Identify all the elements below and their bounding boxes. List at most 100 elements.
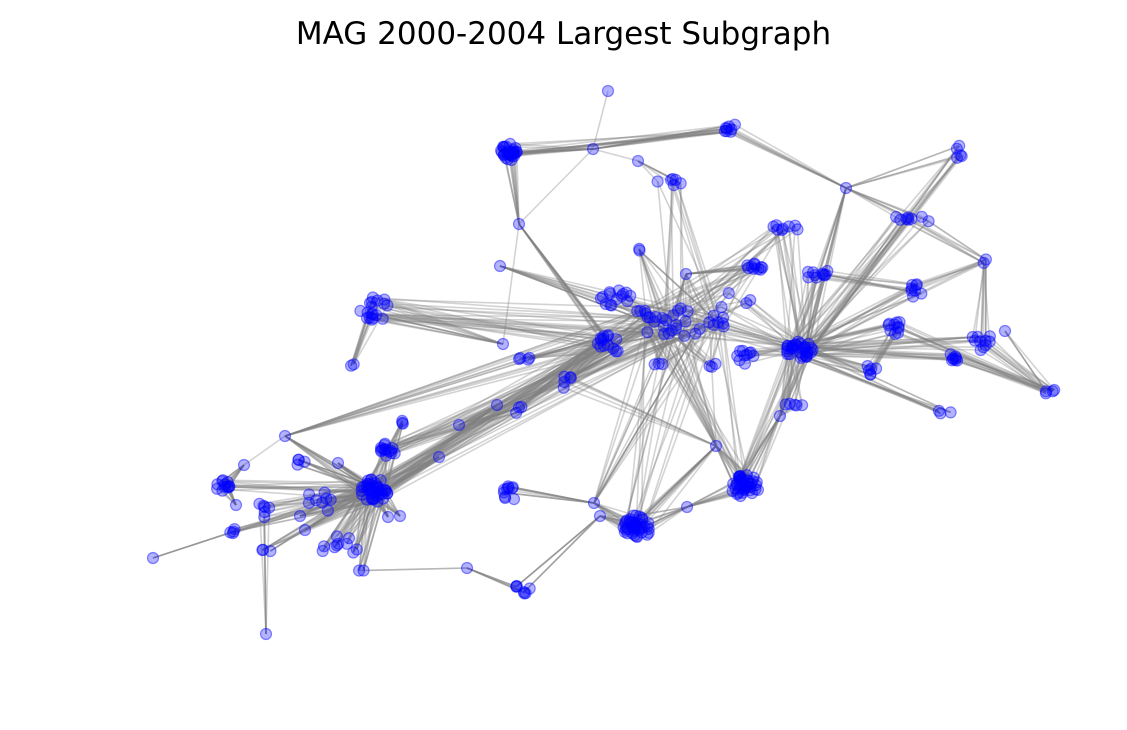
graph-node [291, 458, 304, 471]
graph-node [218, 478, 231, 491]
graph-edge [458, 321, 719, 426]
graph-edge [794, 343, 801, 405]
graph-node [789, 338, 802, 351]
graph-edge [685, 268, 759, 275]
graph-edge [352, 301, 373, 365]
graph-edge [322, 479, 372, 552]
graph-node [649, 310, 662, 324]
graph-edge [725, 127, 847, 189]
graph-edge [326, 491, 376, 500]
graph-edge [845, 145, 960, 189]
graph-edge [284, 310, 638, 437]
graph-edge [779, 348, 805, 417]
graph-edge [756, 352, 812, 483]
graph-edge [645, 313, 711, 367]
graph-node [499, 151, 512, 164]
graph-edge [369, 302, 504, 345]
graph-edge [793, 347, 872, 370]
graph-edge [323, 486, 365, 547]
graph-edge [356, 489, 382, 550]
graph-edge [668, 332, 793, 347]
graph-edge [649, 317, 717, 447]
graph-edge [640, 309, 688, 312]
graph-edge [788, 345, 794, 404]
graph-node [610, 333, 623, 346]
graph-edge [228, 464, 245, 487]
graph-edge [672, 273, 687, 316]
graph-edge [380, 406, 520, 449]
graph-edge [730, 131, 847, 189]
graph-edge [810, 347, 951, 414]
graph-edge [227, 464, 245, 489]
graph-edge [674, 179, 719, 323]
graph-edge [503, 148, 594, 156]
graph-node [791, 340, 805, 353]
graph-node [361, 477, 374, 490]
graph-edge [378, 456, 440, 495]
graph-edge [728, 292, 806, 348]
graph-node [514, 351, 527, 365]
graph-edge [372, 498, 401, 517]
graph-node [894, 213, 907, 226]
graph-node [378, 438, 391, 452]
graph-edge [372, 313, 504, 345]
graph-edge [299, 497, 384, 517]
graph-edge [806, 284, 917, 354]
graph-edge [792, 321, 897, 348]
graph-edge [369, 317, 710, 324]
graph-edge [366, 342, 599, 487]
graph-edge [599, 515, 626, 523]
graph-node [626, 527, 639, 540]
graph-node [635, 511, 648, 524]
graph-edge [756, 415, 781, 483]
graph-edge [808, 283, 918, 345]
graph-node [376, 312, 389, 325]
graph-edge [569, 350, 618, 378]
graph-edge [563, 321, 655, 383]
graph-node [216, 475, 229, 488]
graph-edge [665, 266, 762, 321]
graph-edge [499, 265, 710, 324]
graph-edge [593, 502, 626, 533]
graph-edge [512, 153, 520, 225]
graph-edge [687, 310, 724, 328]
graph-edge [499, 265, 672, 332]
graph-node [795, 399, 809, 412]
graph-edge [234, 491, 376, 530]
graph-node [744, 346, 757, 359]
graph-edge [686, 489, 759, 508]
graph-edge [685, 273, 697, 334]
graph-edge [299, 482, 376, 517]
graph-node [587, 496, 601, 510]
graph-edge [322, 490, 363, 552]
graph-edge [685, 267, 749, 275]
graph-node [798, 340, 812, 353]
graph-edge [776, 229, 789, 355]
graph-edge [683, 229, 783, 337]
graph-edge [466, 567, 517, 588]
graph-node [671, 304, 685, 317]
graph-edge [635, 506, 688, 517]
graph-node [258, 505, 271, 519]
graph-edge [232, 482, 369, 534]
graph-node [667, 179, 680, 192]
graph-node [356, 481, 369, 494]
graph-node [365, 313, 378, 326]
graph-edge [640, 268, 754, 312]
graph-edge [230, 489, 386, 534]
graph-edge [322, 498, 368, 552]
graph-edge [711, 323, 724, 367]
graph-edge [982, 262, 991, 342]
graph-node [883, 317, 896, 330]
graph-edge [803, 187, 847, 350]
graph-node [396, 414, 409, 427]
graph-node [651, 175, 664, 188]
graph-edge [529, 335, 608, 359]
graph-edge [363, 567, 468, 572]
graph-node [635, 526, 649, 539]
graph-edge [708, 299, 751, 324]
graph-edge [372, 338, 617, 487]
graph-node [630, 530, 643, 543]
graph-edge [499, 265, 685, 337]
graph-edge [845, 187, 923, 218]
